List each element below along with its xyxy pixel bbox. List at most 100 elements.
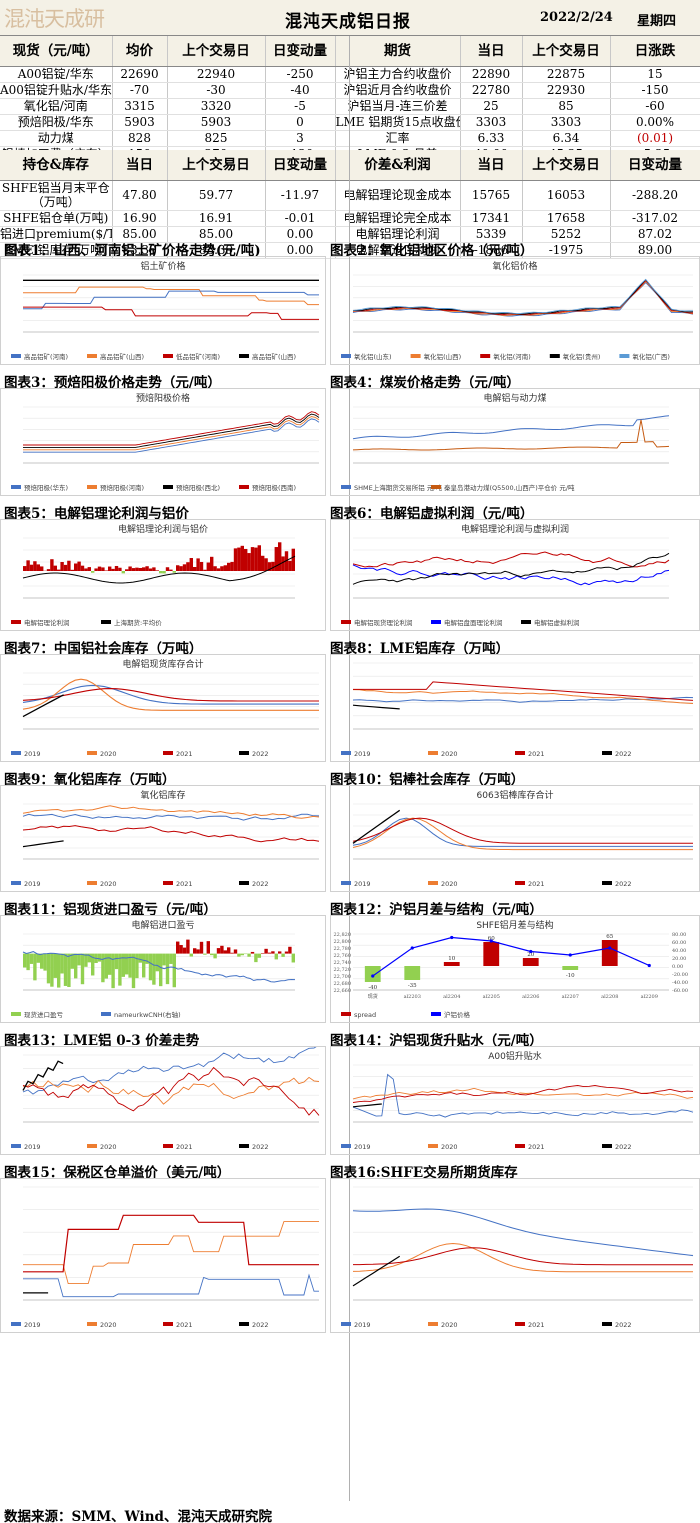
legend-label: 2021 <box>528 1143 545 1151</box>
table-cell: 83.39 <box>167 242 266 259</box>
spread-bar <box>404 966 421 980</box>
header-cell: 持仓&库存 <box>0 150 113 181</box>
import-bar <box>240 953 244 956</box>
import-bar <box>179 945 183 954</box>
profit-bar <box>203 569 207 571</box>
figure-caption: 图表7：中国铝社会库存（万吨） <box>4 641 203 657</box>
legend-swatch <box>341 485 351 489</box>
legend-label: 电解铝现货理论利润 <box>354 618 413 627</box>
bar-label: -10 <box>566 973 575 979</box>
chart-title: 预焙阳极价格 <box>136 392 190 404</box>
profit-bar <box>233 548 238 571</box>
profit-bar <box>63 564 68 571</box>
profit-bar <box>74 563 78 571</box>
legend-swatch <box>549 354 560 358</box>
profit-bar <box>284 551 289 571</box>
series-line <box>23 1273 319 1298</box>
import-bar <box>33 953 37 981</box>
legend-label: 现货进口盈亏 <box>24 1010 64 1019</box>
y-tick-right: 40.00 <box>672 948 686 954</box>
series-line <box>23 413 320 448</box>
profit-bar <box>193 567 197 571</box>
profit-bar <box>104 570 108 571</box>
legend-swatch <box>11 485 21 489</box>
header-cell: 均价 <box>112 36 168 67</box>
legend-label: 2019 <box>24 1143 41 1151</box>
legend-label: 电解铝理论利润 <box>24 618 70 627</box>
bar-label: 20 <box>527 952 534 958</box>
table-cell: 汇率 <box>335 130 461 147</box>
table-cell: 22940 <box>167 66 266 83</box>
table-row: A00铝锭/华东 22690 22940 -250 沪铝主力合约收盘价 22890 2287… <box>0 66 700 83</box>
import-bar <box>152 953 156 985</box>
figure-caption: 图表13：LME铝 0-3 价差走势 <box>4 1033 200 1049</box>
data-source-footer: 数据来源：SMM、Wind、混沌天成研究院 <box>4 1509 272 1523</box>
profit-bar <box>165 567 170 571</box>
table-cell: 6.33 <box>460 130 523 147</box>
spread-bar <box>601 940 618 966</box>
y-tick-right: 20.00 <box>672 956 686 962</box>
series-line <box>23 416 320 451</box>
table-cell: 电解铝进口利润 <box>335 242 461 259</box>
profit-bar <box>264 558 268 571</box>
import-bar <box>206 941 210 954</box>
import-bar <box>91 953 95 976</box>
category-label: al2203 <box>404 994 421 1000</box>
table-cell: 22890 <box>460 66 523 83</box>
profit-bar <box>128 566 132 571</box>
table-cell: 87.02 <box>610 226 700 243</box>
figure-caption: 图表2：氧化铝地区价格（元/吨） <box>330 243 534 259</box>
legend-swatch <box>101 620 111 624</box>
category-label: al2204 <box>443 994 460 1000</box>
legend-label: 2020 <box>100 1321 117 1329</box>
table-row: LME 铝库存(万吨) 83.39 83.39 0.00 电解铝进口利润 -1886 -19… <box>0 242 700 259</box>
table-row: SHFE铝仓单(万吨) 16.90 16.91 -0.01 电解铝理论完全成本 17341… <box>0 210 700 227</box>
figure-caption: 图表3：预焙阳极价格走势（元/吨） <box>4 375 221 391</box>
import-bar <box>210 953 214 956</box>
brand-logo: 混沌天成研究院 <box>4 7 105 61</box>
series-line <box>352 419 670 451</box>
series-line <box>22 1076 320 1105</box>
legend-swatch <box>11 1322 21 1326</box>
legend-label: 2021 <box>176 1321 193 1329</box>
import-bar <box>288 946 292 954</box>
legend-swatch <box>11 1144 21 1148</box>
legend-swatch <box>428 1144 438 1148</box>
series-line <box>23 1214 319 1273</box>
figure-chart-11: 电解铝进口盈亏 现货进口盈亏 nameurkwCNH(右轴) <box>0 915 326 1023</box>
import-bar <box>57 953 61 988</box>
table-cell: 预焙阳极/华东 <box>0 114 113 131</box>
profit-bar <box>148 568 153 571</box>
series-line <box>22 1060 64 1091</box>
table-cell: 83.39 <box>112 242 168 259</box>
import-bar <box>138 953 142 963</box>
legend-label: 低品铝矿(河南) <box>176 352 220 361</box>
profit-bar <box>271 561 275 571</box>
series-line <box>22 805 320 819</box>
profit-bar <box>189 558 193 571</box>
header-cell: 上个交易日 <box>167 150 266 181</box>
import-bar <box>23 953 27 968</box>
legend-label: 2020 <box>441 1321 458 1329</box>
y-tick-right: 80.00 <box>672 932 686 938</box>
figure-chart-6: 电解铝理论利润与虚拟利润 电解铝现货理论利润 电解铝盘面理论利润 电解铝虚拟利润 <box>330 519 700 631</box>
series-line <box>22 840 64 848</box>
y-tick: 22,820 <box>334 932 352 938</box>
table-cell: 5903 <box>112 114 168 131</box>
legend-swatch <box>602 881 612 885</box>
header-cell: 当日 <box>460 36 523 67</box>
table-cell: LME 铝库存(万吨) <box>0 242 113 259</box>
legend-label: 2022 <box>252 1321 269 1329</box>
legend-swatch <box>163 1322 173 1326</box>
chart-title: 电解铝与动力煤 <box>483 392 546 404</box>
series-line <box>353 681 694 701</box>
legend-swatch <box>428 881 438 885</box>
table-row: 铝进口premium($/T) 85.00 85.00 0.00 电解铝理论利润 5339… <box>0 226 700 243</box>
chart-title: A00铝升贴水 <box>488 1050 542 1062</box>
series-line <box>352 281 694 317</box>
series-line <box>352 1242 693 1273</box>
spread-bar <box>562 966 579 970</box>
figure-caption: 图表6：电解铝虚拟利润（元/吨） <box>330 506 534 522</box>
profit-bar <box>53 565 57 571</box>
legend-label: 2020 <box>441 880 458 888</box>
